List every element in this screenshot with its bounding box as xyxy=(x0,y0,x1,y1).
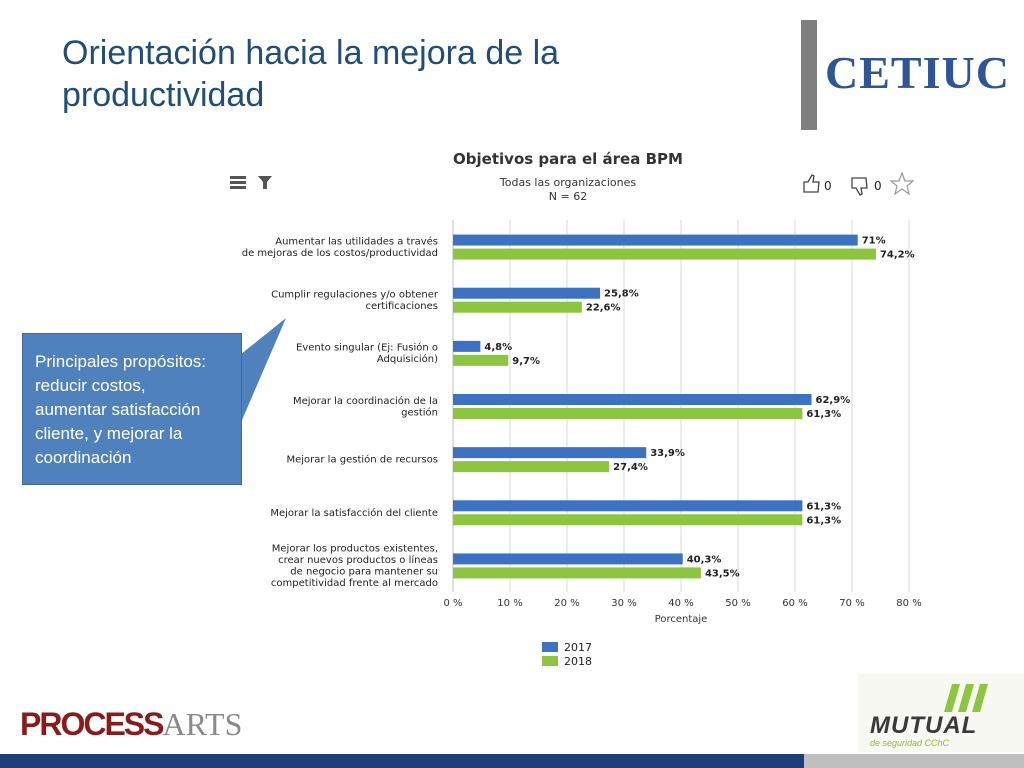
x-axis-label: Porcentaje xyxy=(655,614,708,625)
callout-line: cliente, y mejorar la xyxy=(35,424,183,443)
bar-value-label: 61,3% xyxy=(806,501,841,512)
thumbs-up-icon[interactable] xyxy=(803,174,820,193)
slide-title-line-1: Orientación hacia la mejora de la xyxy=(62,34,560,72)
footer-accent xyxy=(804,754,1024,768)
bar-2017 xyxy=(453,553,683,565)
bar-value-label: 33,9% xyxy=(650,448,685,459)
slide-title: Orientación hacia la mejora de la produc… xyxy=(62,32,742,116)
mutual-logo-area xyxy=(858,674,1024,752)
slide-title-line-2: productividad xyxy=(62,76,265,114)
thumbs-down-icon[interactable] xyxy=(851,177,868,196)
bar-2017 xyxy=(453,234,858,246)
bar-chart: Objetivos para el área BPM Todas las orga… xyxy=(230,150,922,668)
bar-value-label: 22,6% xyxy=(586,303,621,314)
bar-value-label: 4,8% xyxy=(484,342,512,353)
bar-2017 xyxy=(453,500,803,512)
x-tick-label: 30 % xyxy=(611,598,636,609)
category-label: Aumentar las utilidades a través de mejor… xyxy=(242,235,438,258)
chart-sample-size: N = 62 xyxy=(549,190,587,203)
callout-line: Principales propósitos: xyxy=(35,352,207,371)
cetiuc-logo: CETIUC xyxy=(825,47,1010,98)
category-label: Mejorar los productos existentes, crear n… xyxy=(271,544,438,590)
bar-2017 xyxy=(453,340,481,352)
x-tick-label: 80 % xyxy=(896,598,921,609)
bar-value-label: 61,3% xyxy=(806,409,841,420)
mutual-logo-subtext: de seguridad CChC xyxy=(870,738,950,748)
menu-icon-line xyxy=(230,176,246,179)
x-tick-label: 70 % xyxy=(839,598,864,609)
footer-bar xyxy=(0,754,1024,768)
x-tick-label: 20 % xyxy=(554,598,579,609)
dislike-count: 0 xyxy=(874,179,882,193)
bar-value-label: 43,5% xyxy=(705,568,740,579)
bar-2018 xyxy=(453,567,701,579)
callout-line: coordinación xyxy=(35,448,132,467)
bar-value-label: 25,8% xyxy=(604,289,639,300)
callout-box: Principales propósitos: reducir costos, … xyxy=(22,333,242,485)
bar-2018 xyxy=(453,354,509,366)
bar-2018 xyxy=(453,248,876,260)
legend-swatch-2017 xyxy=(542,642,558,652)
star-icon[interactable] xyxy=(889,171,915,196)
bar-value-label: 9,7% xyxy=(512,356,540,367)
legend-label: 2018 xyxy=(564,655,592,668)
callout-line: aumentar satisfacción xyxy=(35,400,201,419)
category-label: Cumplir regulaciones y/o obtener certific… xyxy=(271,289,439,312)
logo-divider xyxy=(801,20,817,130)
legend-swatch-2018 xyxy=(542,656,558,666)
category-label: Mejorar la coordinación de la gestión xyxy=(293,395,438,419)
category-label: Mejorar la gestión de recursos xyxy=(286,454,438,466)
processarts-logo: PROCESSARTS xyxy=(20,705,242,743)
callout-line: reducir costos, xyxy=(35,376,146,395)
chart-title: Objetivos para el área BPM xyxy=(453,150,683,168)
bar-value-label: 61,3% xyxy=(806,515,841,526)
x-tick-label: 40 % xyxy=(668,598,693,609)
category-label: Mejorar la satisfacción del cliente xyxy=(270,507,438,519)
bar-value-label: 40,3% xyxy=(687,554,722,565)
bar-2017 xyxy=(453,287,601,299)
processarts-logo-bold: PROCESS xyxy=(20,706,164,742)
bar-2018 xyxy=(453,301,582,313)
bar-2018 xyxy=(453,461,610,473)
menu-icon-line xyxy=(230,181,246,184)
bar-2018 xyxy=(453,408,803,419)
bar-2017 xyxy=(453,447,647,459)
menu-icon-line xyxy=(230,186,246,189)
processarts-logo-light: ARTS xyxy=(162,706,243,742)
category-label: Evento singular (Ej: Fusión o Adquisición… xyxy=(296,342,438,366)
mutual-logo-text: MUTUAL xyxy=(870,712,978,739)
menu-icon[interactable] xyxy=(230,176,246,189)
filter-icon[interactable] xyxy=(258,176,272,189)
x-tick-label: 0 % xyxy=(443,598,462,609)
x-tick-label: 10 % xyxy=(497,598,522,609)
callout-text: Principales propósitos: reducir costos, … xyxy=(35,350,229,470)
chart-subtitle: Todas las organizaciones xyxy=(499,176,636,189)
bar-value-label: 62,9% xyxy=(816,395,851,406)
bar-2017 xyxy=(453,394,812,405)
legend-label: 2017 xyxy=(564,641,592,654)
bar-value-label: 71% xyxy=(862,236,886,247)
x-tick-label: 50 % xyxy=(725,598,750,609)
bar-value-label: 27,4% xyxy=(613,462,648,473)
x-tick-label: 60 % xyxy=(782,598,807,609)
like-count: 0 xyxy=(824,179,832,193)
bar-value-label: 74,2% xyxy=(880,250,915,261)
bar-2018 xyxy=(453,514,803,526)
mutual-stripes-icon xyxy=(944,684,988,712)
